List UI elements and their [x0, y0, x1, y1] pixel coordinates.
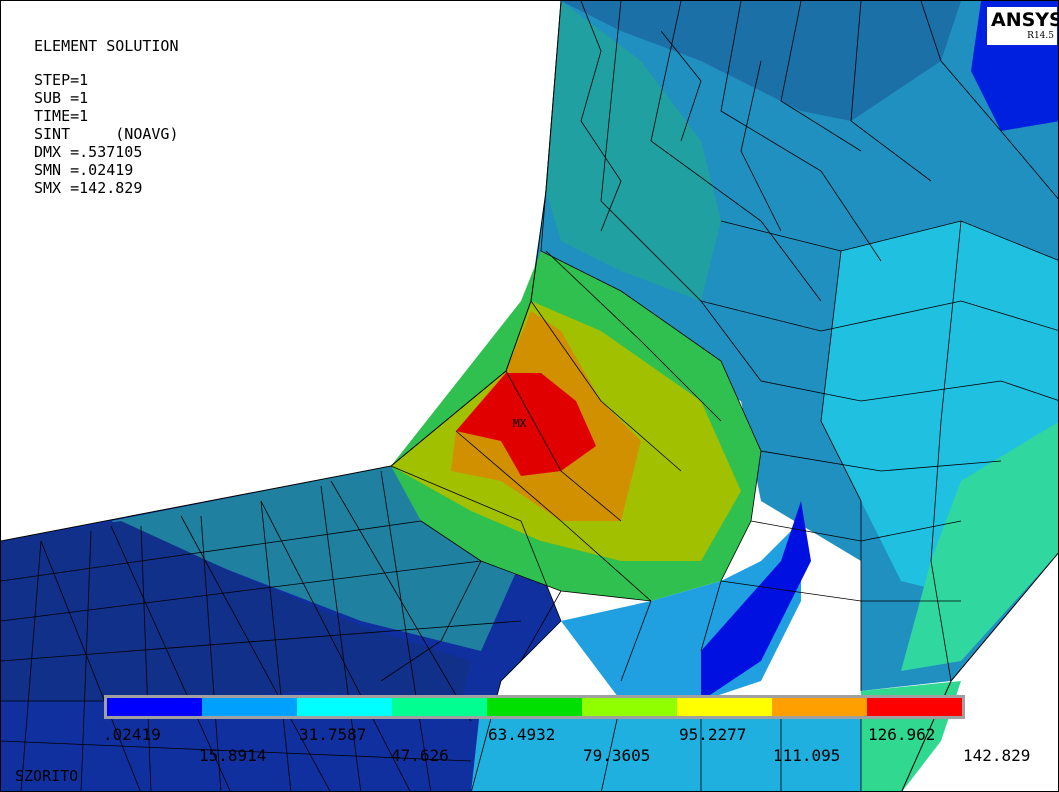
legend-label-top-2: 31.7587 — [299, 725, 367, 744]
legend-swatch-7 — [677, 698, 772, 716]
max-marker: MX — [513, 417, 527, 430]
info-smn: SMN =.02419 — [34, 161, 134, 179]
info-dmx: DMX =.537105 — [34, 143, 143, 161]
legend-label-top-1: .02419 — [103, 725, 161, 744]
deep-blue-stripe — [701, 501, 811, 701]
legend-swatch-8 — [772, 698, 867, 716]
legend-label-top-3: 63.4932 — [488, 725, 556, 744]
legend-label-bottom-5: 142.829 — [963, 746, 1031, 765]
info-sub: SUB =1 — [34, 89, 89, 107]
info-step: STEP=1 — [34, 71, 89, 89]
legend-swatch-2 — [202, 698, 297, 716]
plate-lower-left — [1, 521, 471, 701]
info-sint: SINT (NOAVG) — [34, 125, 179, 143]
info-smx: SMX =142.829 — [34, 179, 143, 197]
bottom-cyan — [471, 701, 861, 791]
legend-label-top-5: 126.962 — [868, 725, 936, 744]
upright-left-teal — [546, 1, 721, 301]
hotspot-red — [456, 373, 596, 476]
legend-label-top-4: 95.2277 — [679, 725, 747, 744]
contour-legend-bar — [104, 695, 965, 719]
legend-label-bottom-4: 111.095 — [773, 746, 841, 765]
plot-title: ELEMENT SOLUTION — [34, 37, 179, 55]
legend-swatch-9 — [867, 698, 962, 716]
right-edge-green — [901, 422, 1058, 671]
legend-swatch-3 — [297, 698, 392, 716]
logo-version: R14.5 — [1027, 31, 1054, 41]
legend-label-bottom-1: 15.8914 — [199, 746, 267, 765]
legend-label-bottom-3: 79.3605 — [583, 746, 651, 765]
ansys-logo: ANSYS R14.5 — [987, 7, 1059, 45]
logo-text: ANSYS — [991, 9, 1059, 31]
model-name-label: SZORITO — [15, 767, 79, 785]
legend-swatch-1 — [107, 698, 202, 716]
info-time: TIME=1 — [34, 107, 89, 125]
legend-label-bottom-2: 47.626 — [391, 746, 449, 765]
legend-swatch-6 — [582, 698, 677, 716]
legend-swatch-4 — [392, 698, 487, 716]
legend-swatch-5 — [487, 698, 582, 716]
